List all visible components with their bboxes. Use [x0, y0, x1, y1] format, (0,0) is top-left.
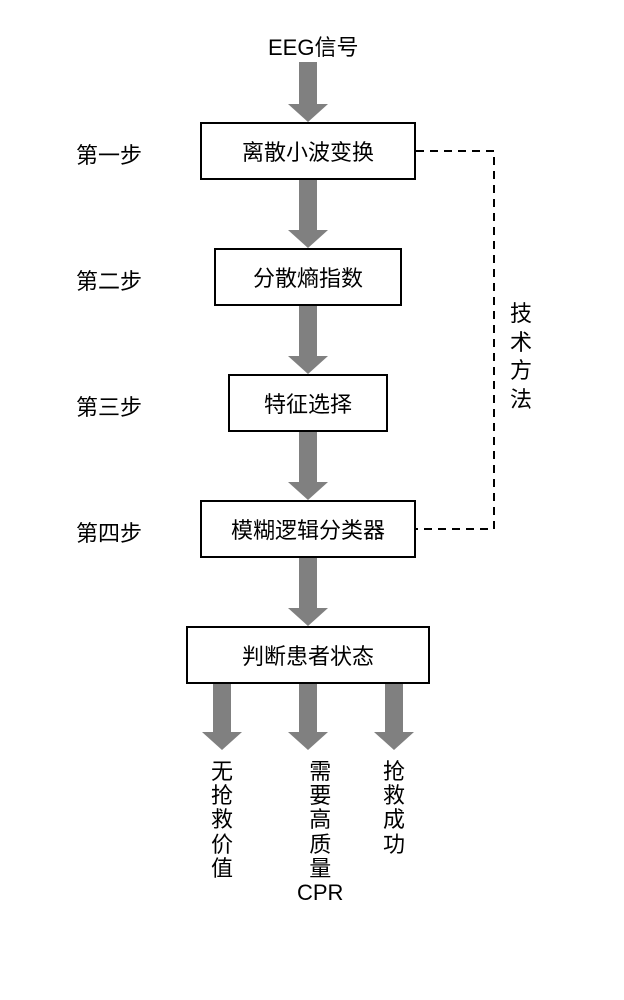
flowchart-canvas: EEG信号离散小波变换分散熵指数特征选择模糊逻辑分类器判断患者状态 第一步第二步第…: [0, 0, 624, 1000]
vchar: 成: [383, 808, 405, 832]
vchar: 方: [510, 357, 532, 386]
step-label-2: 第二步: [76, 264, 142, 296]
output-3: 抢救成功: [383, 760, 405, 857]
side-label: 技术方法: [510, 300, 532, 414]
vchar: 抢: [211, 784, 233, 808]
box-b3: 特征选择: [228, 374, 388, 432]
output-2: 需要高质量CPR: [297, 760, 343, 905]
vchar: 救: [383, 784, 405, 808]
box-b1: 离散小波变换: [200, 122, 416, 180]
vchar: 质: [309, 833, 331, 857]
vchar: 抢: [383, 760, 405, 784]
vchar: 术: [510, 329, 532, 358]
box-b4: 模糊逻辑分类器: [200, 500, 416, 558]
box-label: 模糊逻辑分类器: [231, 513, 385, 545]
step-label-3: 第三步: [76, 390, 142, 422]
box-b2: 分散熵指数: [214, 248, 402, 306]
vchar: 高: [309, 808, 331, 832]
vchar: 功: [383, 833, 405, 857]
vchar: 救: [211, 808, 233, 832]
box-b5: 判断患者状态: [186, 626, 430, 684]
vchar: 需: [309, 760, 331, 784]
vchar: 价: [211, 833, 233, 857]
box-label: 判断患者状态: [242, 639, 374, 671]
step-label-4: 第四步: [76, 516, 142, 548]
vchar: 要: [309, 784, 331, 808]
box-label: 特征选择: [264, 387, 352, 419]
step-label-1: 第一步: [76, 138, 142, 170]
box-label: 离散小波变换: [242, 135, 374, 167]
title-text: EEG信号: [268, 30, 358, 62]
vchar: 量: [309, 857, 331, 881]
vchar: 技: [510, 300, 532, 329]
vchar: 无: [211, 760, 233, 784]
vchar: CPR: [297, 881, 343, 905]
vchar: 值: [211, 857, 233, 881]
vchar: 法: [510, 386, 532, 415]
output-1: 无抢救价值: [211, 760, 233, 881]
box-label: 分散熵指数: [253, 261, 363, 293]
